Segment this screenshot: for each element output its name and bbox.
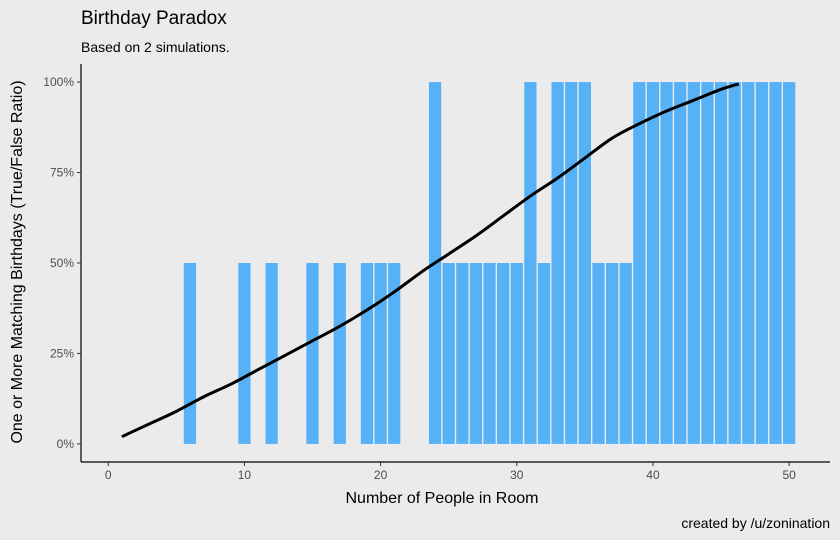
y-tick-label: 50% <box>50 256 74 270</box>
bar <box>605 263 619 444</box>
bar <box>483 263 496 444</box>
bar <box>537 263 551 444</box>
y-axis-title: One or More Matching Birthdays (True/Fal… <box>9 80 26 443</box>
y-tick-label: 75% <box>50 166 74 180</box>
bar <box>551 82 564 444</box>
bar <box>238 263 251 444</box>
bar <box>578 82 592 444</box>
x-tick-label: 0 <box>105 468 112 482</box>
bar <box>374 263 387 444</box>
x-axis-ticks: 0 10 20 30 40 50 <box>105 462 796 482</box>
bar <box>769 82 782 444</box>
bar <box>755 82 769 444</box>
x-tick-label: 20 <box>374 468 388 482</box>
bar <box>497 263 510 444</box>
trend-line <box>121 82 740 439</box>
bar <box>510 263 523 444</box>
bar <box>469 263 483 444</box>
bar <box>633 82 646 444</box>
bar <box>565 82 578 444</box>
bar <box>660 82 673 444</box>
bar <box>674 82 687 444</box>
bar <box>183 263 197 444</box>
bar <box>524 82 537 444</box>
bar <box>783 82 796 444</box>
chart-caption: created by /u/zonination <box>681 515 830 531</box>
bar <box>619 263 632 444</box>
chart-title: Birthday Paradox <box>81 8 227 29</box>
bar <box>687 82 700 444</box>
x-axis-title: Number of People in Room <box>346 490 539 507</box>
x-tick-label: 10 <box>238 468 252 482</box>
bars-group <box>183 82 796 444</box>
bar <box>360 263 374 444</box>
bar <box>714 82 728 444</box>
x-tick-label: 30 <box>510 468 524 482</box>
bar <box>701 82 714 444</box>
bar <box>388 263 401 444</box>
bar <box>442 263 455 444</box>
bar <box>646 82 660 444</box>
bar <box>742 82 755 444</box>
chart-subtitle: Based on 2 simulations. <box>81 39 230 55</box>
y-axis-ticks: 0% 25% 50% 75% 100% <box>43 75 81 451</box>
bar <box>456 263 469 444</box>
x-tick-label: 50 <box>782 468 796 482</box>
y-tick-label: 0% <box>57 437 75 451</box>
x-tick-label: 40 <box>646 468 660 482</box>
bar <box>306 263 319 444</box>
bar <box>728 82 741 444</box>
y-tick-label: 100% <box>43 75 74 89</box>
bar <box>592 263 605 444</box>
bar <box>333 263 346 444</box>
y-tick-label: 25% <box>50 346 74 360</box>
bar <box>265 263 278 444</box>
